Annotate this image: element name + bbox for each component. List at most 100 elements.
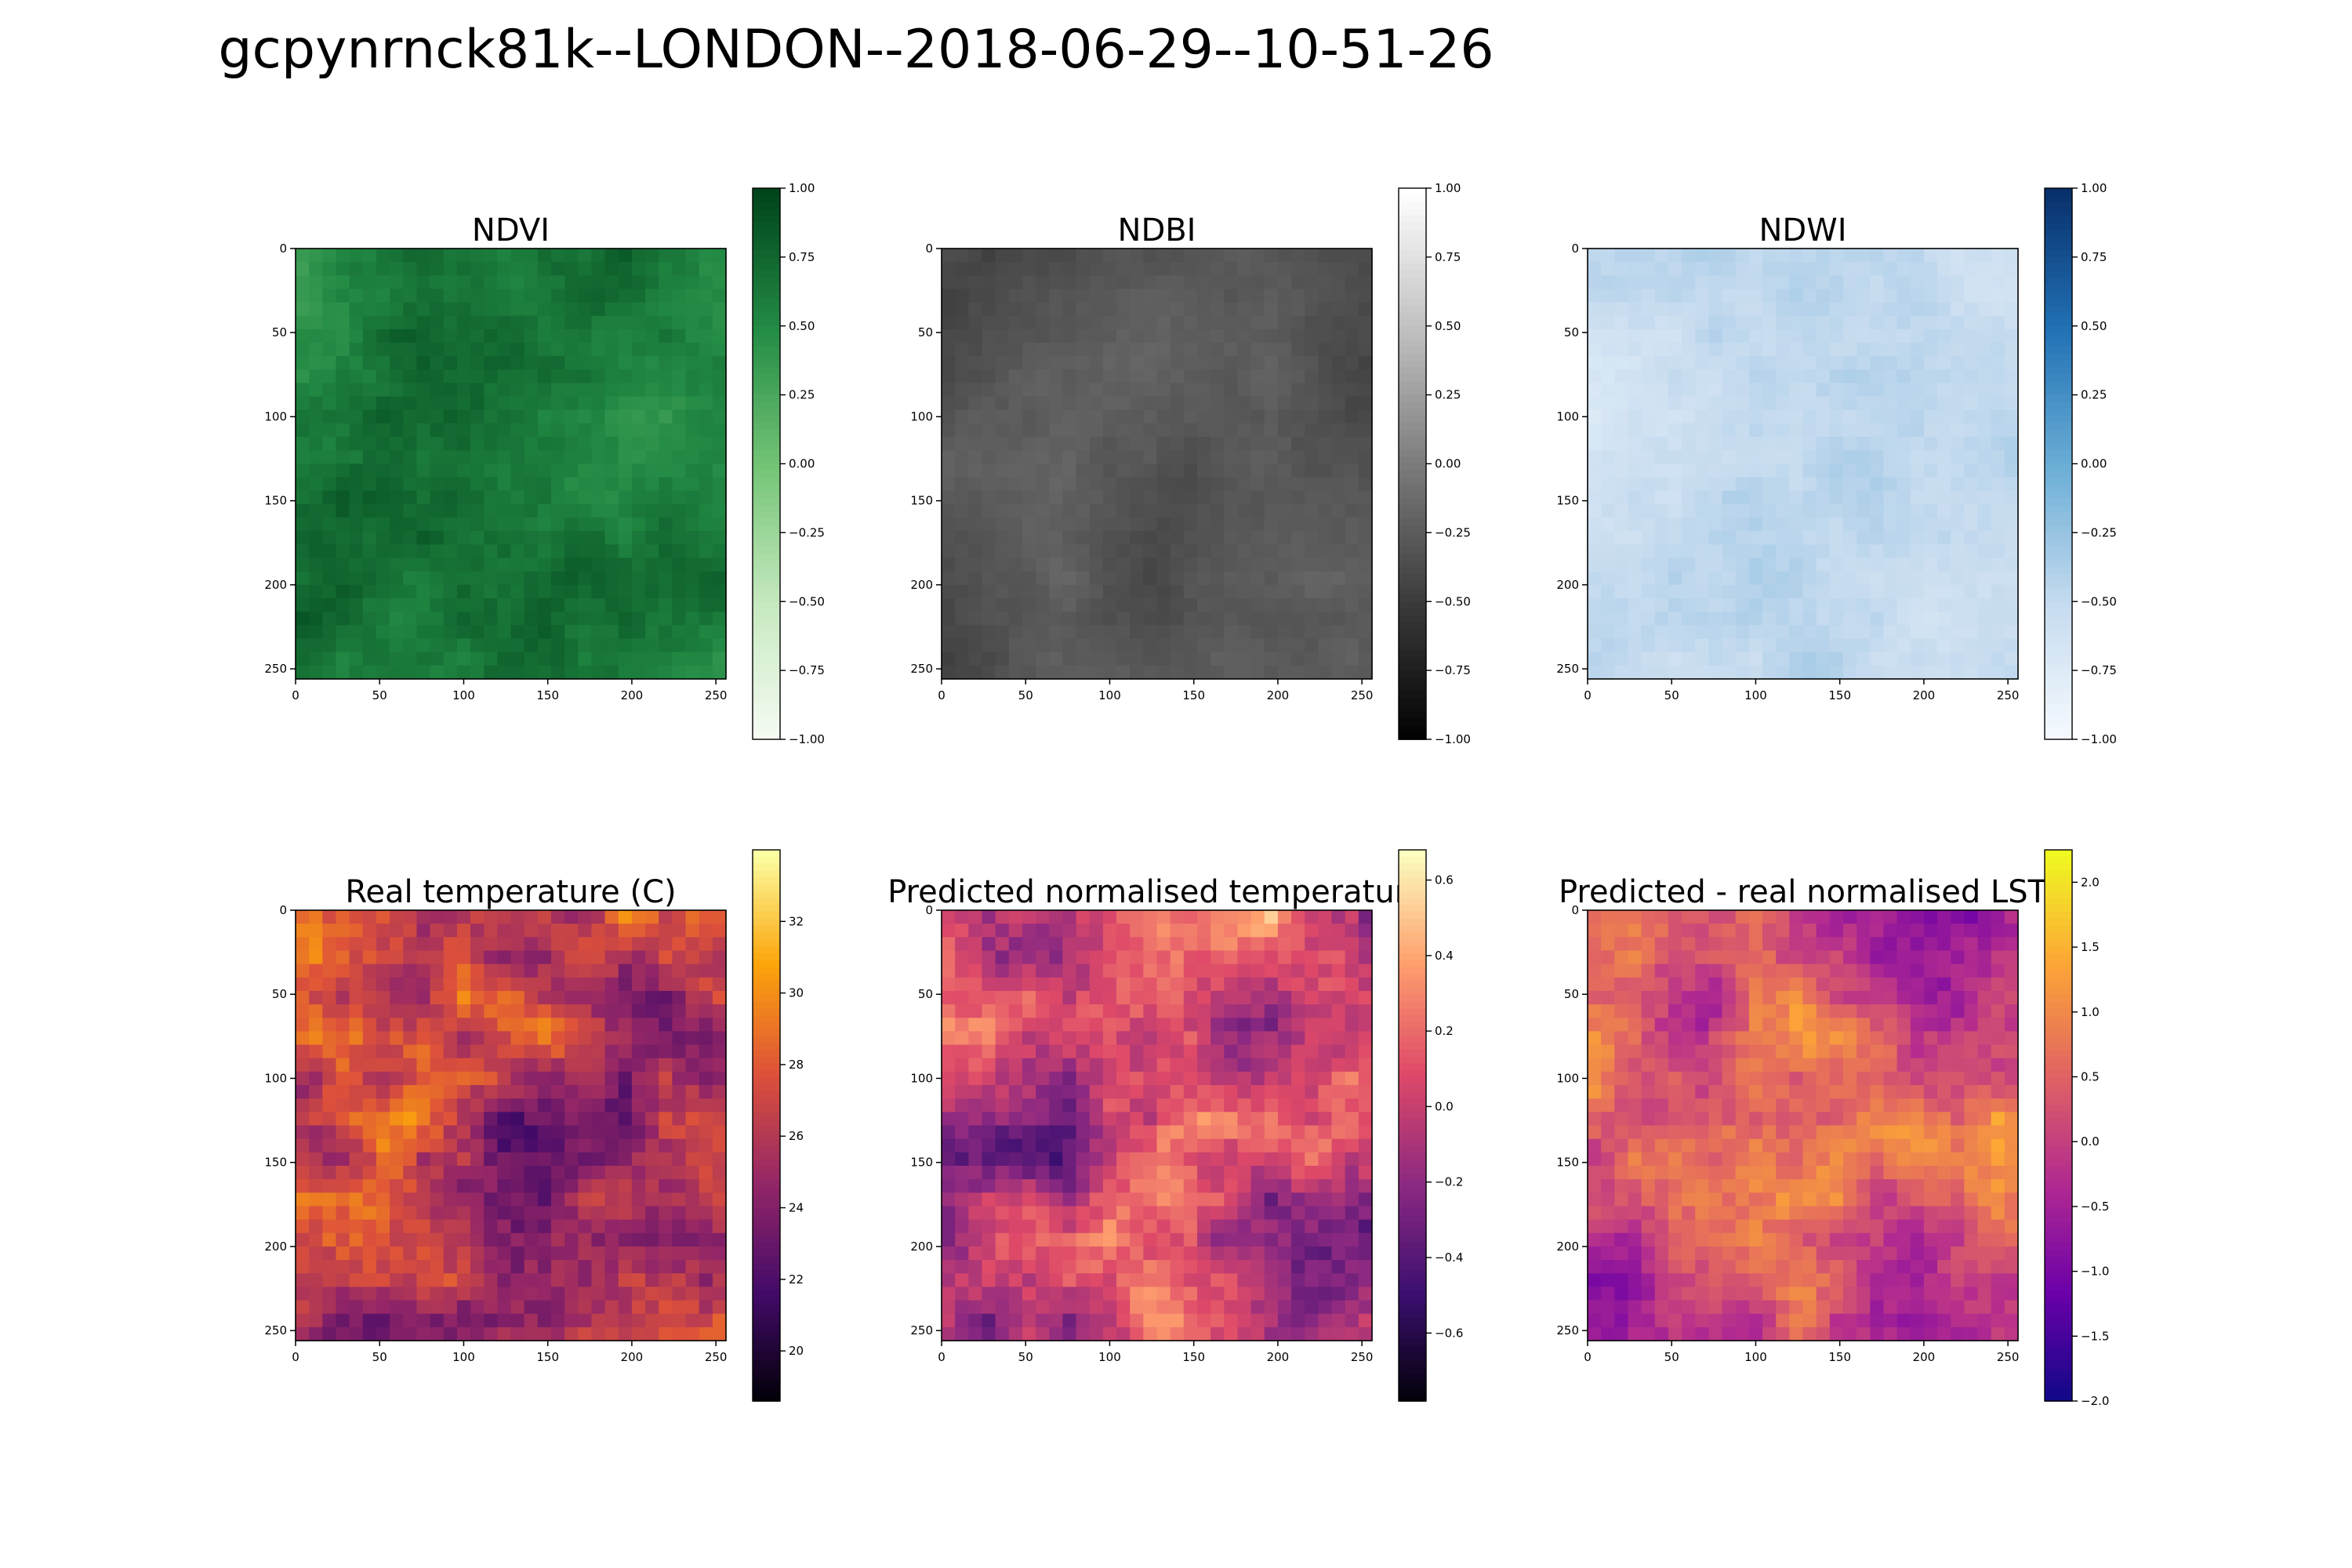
heatmap-cell: [1762, 463, 1777, 478]
heatmap-cell: [1170, 503, 1185, 518]
heatmap-cell: [1062, 638, 1077, 653]
heatmap-cell: [1937, 598, 1951, 612]
heatmap-cell: [685, 302, 700, 317]
heatmap-cell: [1588, 262, 1602, 276]
heatmap-cell: [591, 1287, 606, 1301]
heatmap-cell: [470, 950, 485, 965]
heatmap-cell: [376, 1004, 390, 1018]
heatmap-cell: [1641, 517, 1656, 532]
heatmap-cell: [1358, 652, 1373, 666]
heatmap-cell: [659, 937, 673, 952]
heatmap-cell: [456, 1138, 471, 1153]
heatmap-cell: [484, 262, 498, 276]
heatmap-cell: [376, 665, 390, 680]
heatmap-cell: [995, 503, 1010, 518]
heatmap-cell: [470, 396, 485, 411]
heatmap-cell: [1735, 665, 1750, 680]
colorbar-tick-label: 20: [789, 1344, 804, 1358]
heatmap-cell: [968, 503, 983, 518]
heatmap-cell: [1883, 665, 1898, 680]
heatmap-cell: [497, 275, 512, 290]
heatmap-cell: [631, 652, 646, 666]
heatmap-cell: [1183, 409, 1198, 424]
heatmap-cell: [497, 503, 512, 518]
heatmap-cell: [1036, 1300, 1050, 1315]
colorbar-step: [2045, 339, 2072, 347]
heatmap-cell: [1654, 275, 1669, 290]
heatmap-cell: [618, 1138, 633, 1153]
heatmap-cell: [672, 612, 687, 626]
heatmap-cell: [1076, 356, 1091, 371]
heatmap-cell: [645, 977, 659, 992]
heatmap-cell: [510, 450, 525, 465]
heatmap-cell: [685, 396, 700, 411]
heatmap-cell: [645, 1206, 659, 1221]
heatmap-cell: [362, 1031, 377, 1046]
heatmap-cell: [510, 571, 525, 586]
heatmap-cell: [1722, 571, 1737, 586]
heatmap-cell: [524, 1313, 539, 1328]
heatmap-cell: [1036, 638, 1050, 653]
heatmap-cell: [497, 1018, 512, 1033]
heatmap-cell: [470, 477, 485, 492]
colorbar-step: [753, 298, 780, 307]
colorbar-step: [2045, 525, 2072, 534]
heatmap-cell: [1977, 652, 1992, 666]
heatmap-cell: [1076, 937, 1091, 952]
heatmap-cell: [456, 1179, 471, 1193]
heatmap-cell: [1049, 450, 1064, 465]
heatmap-cell: [1614, 571, 1629, 586]
heatmap-cell: [1049, 910, 1064, 924]
heatmap-cell: [362, 990, 377, 1005]
heatmap-cell: [1614, 584, 1629, 599]
heatmap-cell: [537, 1179, 552, 1193]
heatmap-cell: [403, 423, 418, 437]
heatmap-cell: [604, 625, 619, 640]
heatmap-cell: [968, 1152, 983, 1167]
heatmap-cell: [1237, 343, 1252, 357]
colorbar-step: [1399, 608, 1426, 616]
heatmap-cell: [1130, 652, 1144, 666]
heatmap-cell: [712, 1300, 727, 1315]
heatmap-cell: [1116, 612, 1131, 626]
heatmap-cell: [982, 1246, 996, 1261]
colorbar-step: [2045, 663, 2072, 671]
heatmap-cell: [362, 924, 377, 938]
heatmap-cell: [1130, 584, 1144, 599]
heatmap-cell: [336, 990, 350, 1005]
heatmap-cell: [1654, 302, 1669, 317]
heatmap-cell: [1857, 302, 1871, 317]
heatmap-cell: [631, 463, 646, 478]
heatmap-cell: [497, 1219, 512, 1234]
heatmap-cell: [591, 1246, 606, 1261]
heatmap-cell: [1964, 490, 1979, 505]
heatmap-cell: [699, 531, 713, 546]
heatmap-cell: [1305, 383, 1319, 397]
heatmap-cell: [564, 1192, 579, 1207]
heatmap-cell: [672, 343, 687, 357]
heatmap-cell: [322, 343, 337, 357]
heatmap-cell: [362, 302, 377, 317]
colorbar-step: [1399, 677, 1426, 685]
heatmap-cell: [1331, 302, 1346, 317]
heatmap-cell: [1008, 437, 1023, 451]
heatmap-cell: [2004, 598, 2019, 612]
heatmap-cell: [1816, 275, 1831, 290]
colorbar-step: [753, 236, 780, 245]
heatmap-cell: [1036, 423, 1050, 437]
colorbar-step: [1399, 401, 1426, 409]
heatmap-cell: [1641, 490, 1656, 505]
heatmap-cell: [456, 1219, 471, 1234]
heatmap-cell: [618, 302, 633, 317]
heatmap-cell: [1870, 598, 1885, 612]
heatmap-cell: [1735, 557, 1750, 572]
heatmap-cell: [1937, 477, 1951, 492]
heatmap-cell: [497, 450, 512, 465]
heatmap-cell: [524, 910, 539, 924]
heatmap-cell: [591, 990, 606, 1005]
heatmap-cell: [699, 383, 713, 397]
heatmap-cell: [470, 423, 485, 437]
heatmap-cell: [1345, 396, 1359, 411]
heatmap-cell: [672, 1125, 687, 1140]
